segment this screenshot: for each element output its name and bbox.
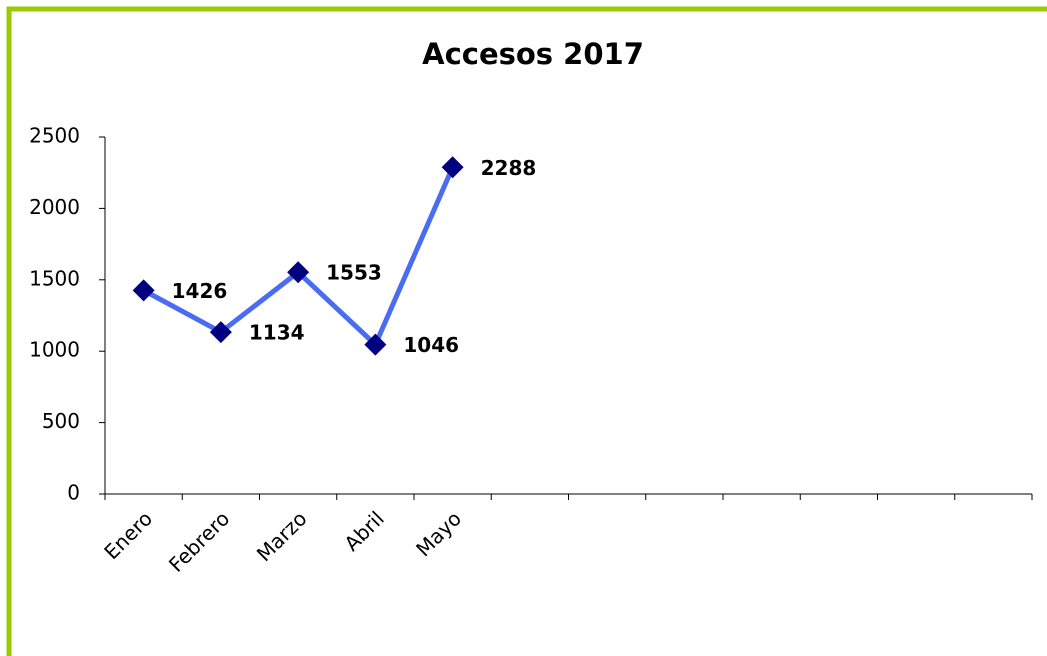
data-label: 1426 (172, 279, 228, 303)
data-label: 1134 (249, 321, 305, 345)
y-tick-label: 1500 (29, 266, 80, 290)
marker (132, 279, 155, 302)
marker (209, 321, 232, 344)
data-label: 1046 (403, 333, 459, 357)
y-tick-label: 2500 (29, 124, 80, 148)
data-label: 2288 (481, 156, 537, 180)
frame-border (6, 6, 1047, 656)
marker (441, 156, 464, 179)
marker (287, 261, 310, 284)
y-tick-label: 0 (67, 481, 80, 505)
y-tick-label: 2000 (29, 195, 80, 219)
data-label: 1553 (326, 261, 382, 285)
y-tick-label: 1000 (29, 338, 80, 362)
marker (364, 333, 387, 356)
chart-title: Accesos 2017 (422, 37, 644, 71)
y-tick-label: 500 (42, 409, 80, 433)
